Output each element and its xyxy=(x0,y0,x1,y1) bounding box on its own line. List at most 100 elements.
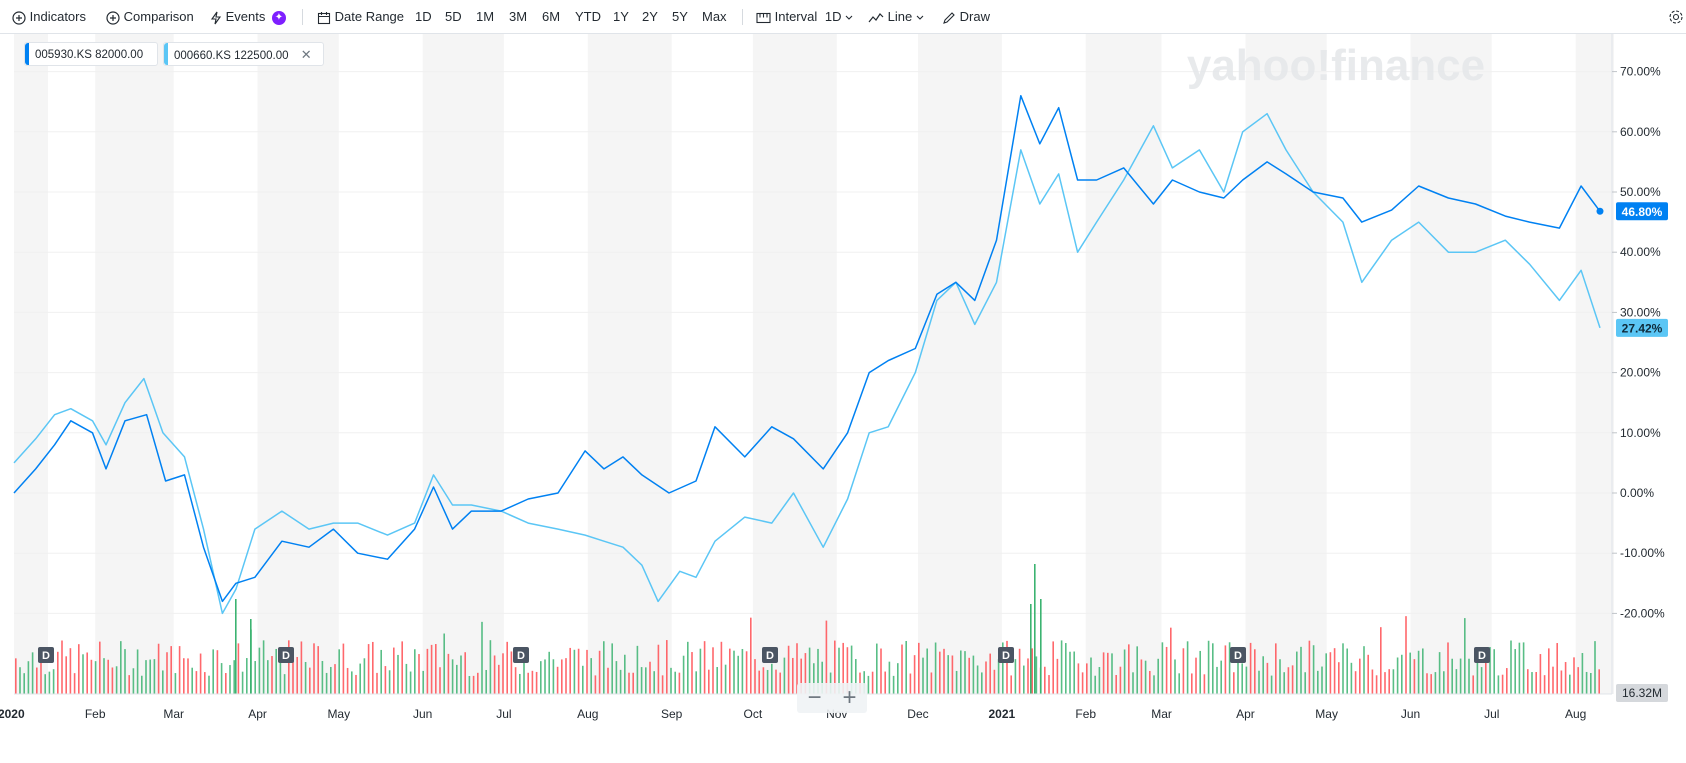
pencil-icon xyxy=(943,11,955,24)
range-5d-button[interactable]: 5D xyxy=(445,9,462,24)
chart-area[interactable]: yahoo!finance D D D D D D D 70.00% 60.00% 50.00%… xyxy=(0,34,1686,758)
range-6m-button[interactable]: 6M xyxy=(542,9,561,24)
volume-bar xyxy=(766,669,769,694)
legend-value: 82000.00 xyxy=(95,49,144,61)
volume-bar xyxy=(913,655,916,694)
range-1m-button[interactable]: 1M xyxy=(476,9,495,24)
gear-icon[interactable] xyxy=(1668,9,1684,25)
volume-bar xyxy=(1350,662,1353,694)
series-color-bar xyxy=(164,43,168,65)
month-band xyxy=(1085,34,1162,694)
volume-bar xyxy=(69,648,72,694)
volume-bar xyxy=(267,660,269,694)
chart-type-button[interactable]: Line xyxy=(868,0,924,34)
month-band xyxy=(422,34,504,694)
volume-bar xyxy=(808,647,811,694)
volume-bar xyxy=(1220,660,1222,694)
volume-bar xyxy=(489,640,492,694)
volume-bar xyxy=(771,663,773,694)
volume-bar xyxy=(1102,652,1105,694)
last-value-label: 46.80% xyxy=(1622,205,1663,219)
volume-bar xyxy=(1048,675,1050,694)
range-ytd-button[interactable]: YTD xyxy=(575,9,601,24)
volume-bar xyxy=(1388,669,1390,694)
volume-bar xyxy=(1539,654,1542,694)
volume-bar xyxy=(926,648,928,694)
volume-bar xyxy=(472,675,475,694)
range-max-button[interactable]: Max xyxy=(702,9,727,24)
volume-bar xyxy=(1476,647,1479,694)
indicators-button[interactable]: Indicators xyxy=(12,0,86,34)
watermark: yahoo!finance xyxy=(1187,41,1485,90)
comparison-chart[interactable]: yahoo!finance D D D D D D D 70.00% 60.00% 50.00%… xyxy=(0,34,1686,758)
volume-bar xyxy=(640,667,643,694)
volume-bar xyxy=(1527,669,1529,694)
volume-bar xyxy=(989,653,991,694)
volume-bar xyxy=(279,660,282,694)
events-button[interactable]: Events ✦ xyxy=(210,0,286,34)
volume-bar xyxy=(1346,648,1348,694)
legend-chip-005930[interactable]: 005930.KS 82000.00 xyxy=(24,42,158,66)
draw-button[interactable]: Draw xyxy=(942,0,990,34)
range-5y-button[interactable]: 5Y xyxy=(672,9,688,24)
line-chart-icon xyxy=(868,12,884,22)
range-1d-button[interactable]: 1D xyxy=(415,9,432,24)
close-icon[interactable]: ✕ xyxy=(300,47,312,62)
range-3m-button[interactable]: 3M xyxy=(509,9,528,24)
volume-bar xyxy=(1069,651,1071,694)
volume-bar xyxy=(1241,663,1243,694)
horizontal-gridlines xyxy=(14,71,1612,614)
volume-bar xyxy=(834,640,836,694)
events-label: Events xyxy=(225,9,266,24)
volume-bar xyxy=(460,655,462,694)
interval-value: 1D xyxy=(824,9,842,24)
dividend-marker: D xyxy=(1230,647,1246,663)
volume-bar xyxy=(951,655,954,694)
volume-bar xyxy=(422,670,424,694)
volume-bar xyxy=(405,663,408,694)
volume-bar xyxy=(586,649,588,694)
volume-bar xyxy=(1396,657,1399,694)
volume-bar xyxy=(1489,647,1491,694)
month-band xyxy=(917,34,1002,694)
volume-bar xyxy=(1564,662,1567,694)
indicators-label: Indicators xyxy=(29,9,86,24)
volume-bar xyxy=(73,673,76,694)
volume-bar xyxy=(733,650,735,694)
range-2y-button[interactable]: 2Y xyxy=(642,9,658,24)
volume-bar xyxy=(409,671,412,694)
y-tick-label: 70.00% xyxy=(1620,65,1661,79)
volume-bar xyxy=(976,665,979,694)
volume-bar xyxy=(661,675,664,694)
volume-bar xyxy=(1518,642,1521,694)
zoom-in-button[interactable]: + xyxy=(842,684,857,711)
volume-bar xyxy=(607,667,609,694)
interval-button[interactable]: Interval 1D xyxy=(756,0,853,34)
volume-bar xyxy=(712,647,714,694)
volume-bar xyxy=(535,671,538,694)
volume-bar xyxy=(615,661,618,694)
range-1y-button[interactable]: 1Y xyxy=(613,9,629,24)
volume-bar xyxy=(27,661,30,694)
zoom-out-button[interactable]: − xyxy=(807,684,822,711)
volume-bar xyxy=(1501,674,1504,694)
x-tick-label: Apr xyxy=(1236,707,1255,721)
volume-bar xyxy=(1569,674,1571,694)
comparison-button[interactable]: Comparison xyxy=(106,0,194,34)
volume-bar xyxy=(1094,675,1096,694)
dividend-badge xyxy=(278,647,294,663)
volume-bar xyxy=(1472,675,1474,694)
volume-bar xyxy=(1035,656,1038,694)
date-range-button[interactable]: Date Range xyxy=(317,0,404,34)
volume-bar xyxy=(1300,646,1302,694)
volume-bar xyxy=(762,667,765,694)
volume-bar xyxy=(359,663,361,694)
volume-bar xyxy=(552,659,555,694)
volume-bar xyxy=(1081,672,1084,694)
volume-bar xyxy=(754,659,756,694)
volume-bar xyxy=(136,649,139,694)
legend-chip-000660[interactable]: 000660.KS 122500.00 ✕ xyxy=(163,42,324,66)
volume-bar xyxy=(943,648,945,694)
volume-bar xyxy=(1224,645,1227,694)
volume-bar xyxy=(527,672,529,694)
